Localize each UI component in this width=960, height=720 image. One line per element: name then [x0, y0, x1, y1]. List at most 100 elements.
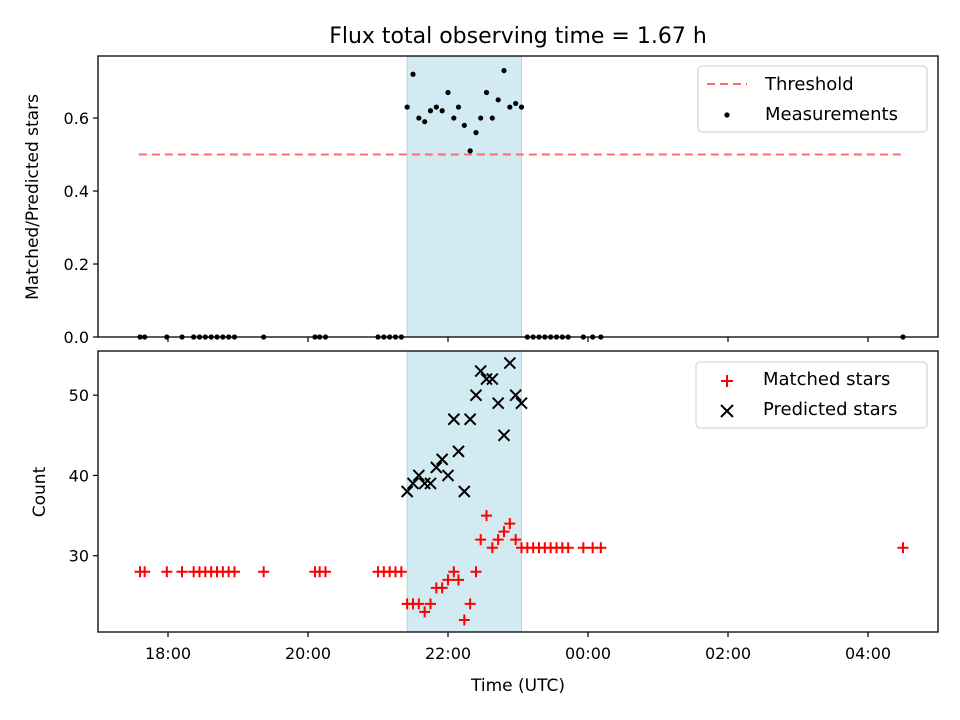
measurement-point — [439, 108, 445, 114]
matched-star-marker — [436, 582, 448, 594]
predicted-star-marker — [480, 372, 493, 386]
chart-title: Flux total observing time = 1.67 h — [329, 24, 707, 49]
predicted-star-marker — [447, 413, 461, 426]
predicted-star-marker — [412, 469, 426, 482]
matched-star-marker — [577, 542, 589, 554]
predicted-star-marker — [474, 364, 487, 378]
top-y-axis-label: Matched/Predicted stars — [23, 94, 43, 300]
measurement-point — [461, 122, 467, 128]
matched-star-marker — [458, 614, 470, 626]
measurement-point — [518, 104, 525, 110]
predicted-star-marker — [400, 485, 414, 498]
measurement-point — [507, 104, 513, 110]
measurement-point — [416, 115, 422, 121]
matched-star-marker — [475, 534, 487, 546]
predicted-star-marker — [452, 445, 465, 458]
measurement-point — [501, 67, 507, 74]
predicted-stars-legend-label: Predicted stars — [763, 399, 897, 420]
matched-star-marker — [897, 542, 909, 554]
top-y-tick-label: 0.4 — [64, 182, 89, 201]
predicted-star-marker — [491, 396, 505, 410]
threshold-legend-label: Threshold — [764, 74, 854, 95]
matched-star-marker — [498, 526, 510, 538]
matched-star-marker — [481, 510, 492, 522]
predicted-star-marker — [463, 413, 477, 426]
measurement-point — [473, 130, 479, 136]
x-tick-label: 04:00 — [845, 644, 891, 663]
predicted-star-marker — [515, 396, 528, 410]
bottom-y-tick-label: 50 — [69, 386, 89, 405]
x-tick-label: 00:00 — [565, 644, 611, 663]
bottom-y-tick-label: 30 — [69, 547, 89, 566]
x-tick-label: 20:00 — [285, 644, 331, 663]
measurement-point — [513, 100, 519, 107]
matched-star-marker — [562, 542, 574, 554]
predicted-star-marker — [435, 453, 449, 466]
matched-star-marker — [448, 566, 460, 578]
matched-star-marker — [470, 566, 482, 578]
top-panel: 0.0 0.2 0.4 0.6 Matched/Predicted stars Thr… — [23, 55, 939, 347]
matched-star-marker — [413, 598, 425, 610]
top-legend-box — [697, 65, 928, 133]
matched-star-marker — [492, 534, 504, 546]
measurement-point — [495, 97, 501, 103]
top-highlight-span-layer — [406, 55, 522, 338]
predicted-star-marker — [406, 477, 420, 490]
predicted-star-marker — [458, 485, 471, 498]
measurement-point — [404, 104, 410, 110]
observing-time-span — [406, 55, 522, 338]
measurement-point — [467, 148, 473, 154]
matched-star-marker — [425, 598, 436, 610]
matched-star-marker — [258, 566, 270, 578]
matched-stars-legend-label: Matched stars — [763, 369, 890, 390]
measurements-legend-label: Measurements — [765, 104, 898, 125]
top-legend: Threshold Measurements — [697, 65, 928, 133]
predicted-star-marker — [418, 477, 431, 490]
measurement-point — [478, 115, 484, 121]
x-axis-ticks: 18:00 20:00 22:00 00:00 02:00 04:00 — [145, 337, 891, 663]
predicted-star-marker — [486, 372, 499, 386]
predicted-star-marker — [424, 477, 437, 490]
matched-star-marker — [595, 542, 607, 554]
top-y-tick-label: 0.6 — [64, 109, 89, 128]
measurement-point — [483, 89, 490, 96]
measurements-legend-swatch — [724, 112, 730, 118]
measurement-point — [489, 115, 495, 121]
predicted-star-marker — [509, 388, 522, 402]
matched-star-marker — [395, 566, 407, 578]
matched-star-marker — [510, 534, 522, 546]
predicted-star-marker — [441, 469, 455, 482]
matched-stars-legend-swatch — [721, 375, 733, 387]
predicted-star-marker — [497, 429, 511, 442]
top-y-tick-label: 0.2 — [64, 255, 89, 274]
matched-star-marker — [453, 574, 464, 586]
bottom-axes-frame — [97, 350, 939, 633]
bottom-series-layer — [134, 356, 909, 626]
bottom-legend-box — [695, 361, 928, 429]
bottom-y-tick-label: 40 — [69, 466, 89, 485]
bottom-panel: 30 40 50 18:00 20:00 22:00 00:00 02:00 04:00 Co… — [30, 337, 939, 696]
top-axes-frame — [97, 55, 939, 338]
top-y-tick-label: 0.0 — [64, 328, 89, 347]
measurement-point — [445, 89, 451, 96]
measurement-point — [422, 119, 428, 125]
measurement-point — [451, 115, 457, 121]
bottom-y-ticks: 30 40 50 — [69, 386, 98, 566]
matched-star-marker — [176, 566, 188, 578]
predicted-star-marker — [430, 461, 443, 474]
matched-star-marker — [419, 606, 431, 618]
matched-star-marker — [486, 542, 498, 554]
top-measurements-layer — [137, 67, 906, 340]
matched-star-marker — [161, 566, 173, 578]
matched-star-marker — [504, 518, 516, 530]
x-axis-label: Time (UTC) — [470, 676, 565, 696]
x-tick-label: 22:00 — [425, 644, 471, 663]
bottom-y-axis-label: Count — [30, 466, 50, 517]
predicted-star-marker — [503, 356, 517, 370]
measurement-point — [427, 108, 434, 114]
x-tick-label: 18:00 — [145, 644, 191, 663]
predicted-star-marker — [469, 388, 483, 402]
x-tick-label: 02:00 — [705, 644, 751, 663]
matched-star-marker — [464, 598, 476, 610]
